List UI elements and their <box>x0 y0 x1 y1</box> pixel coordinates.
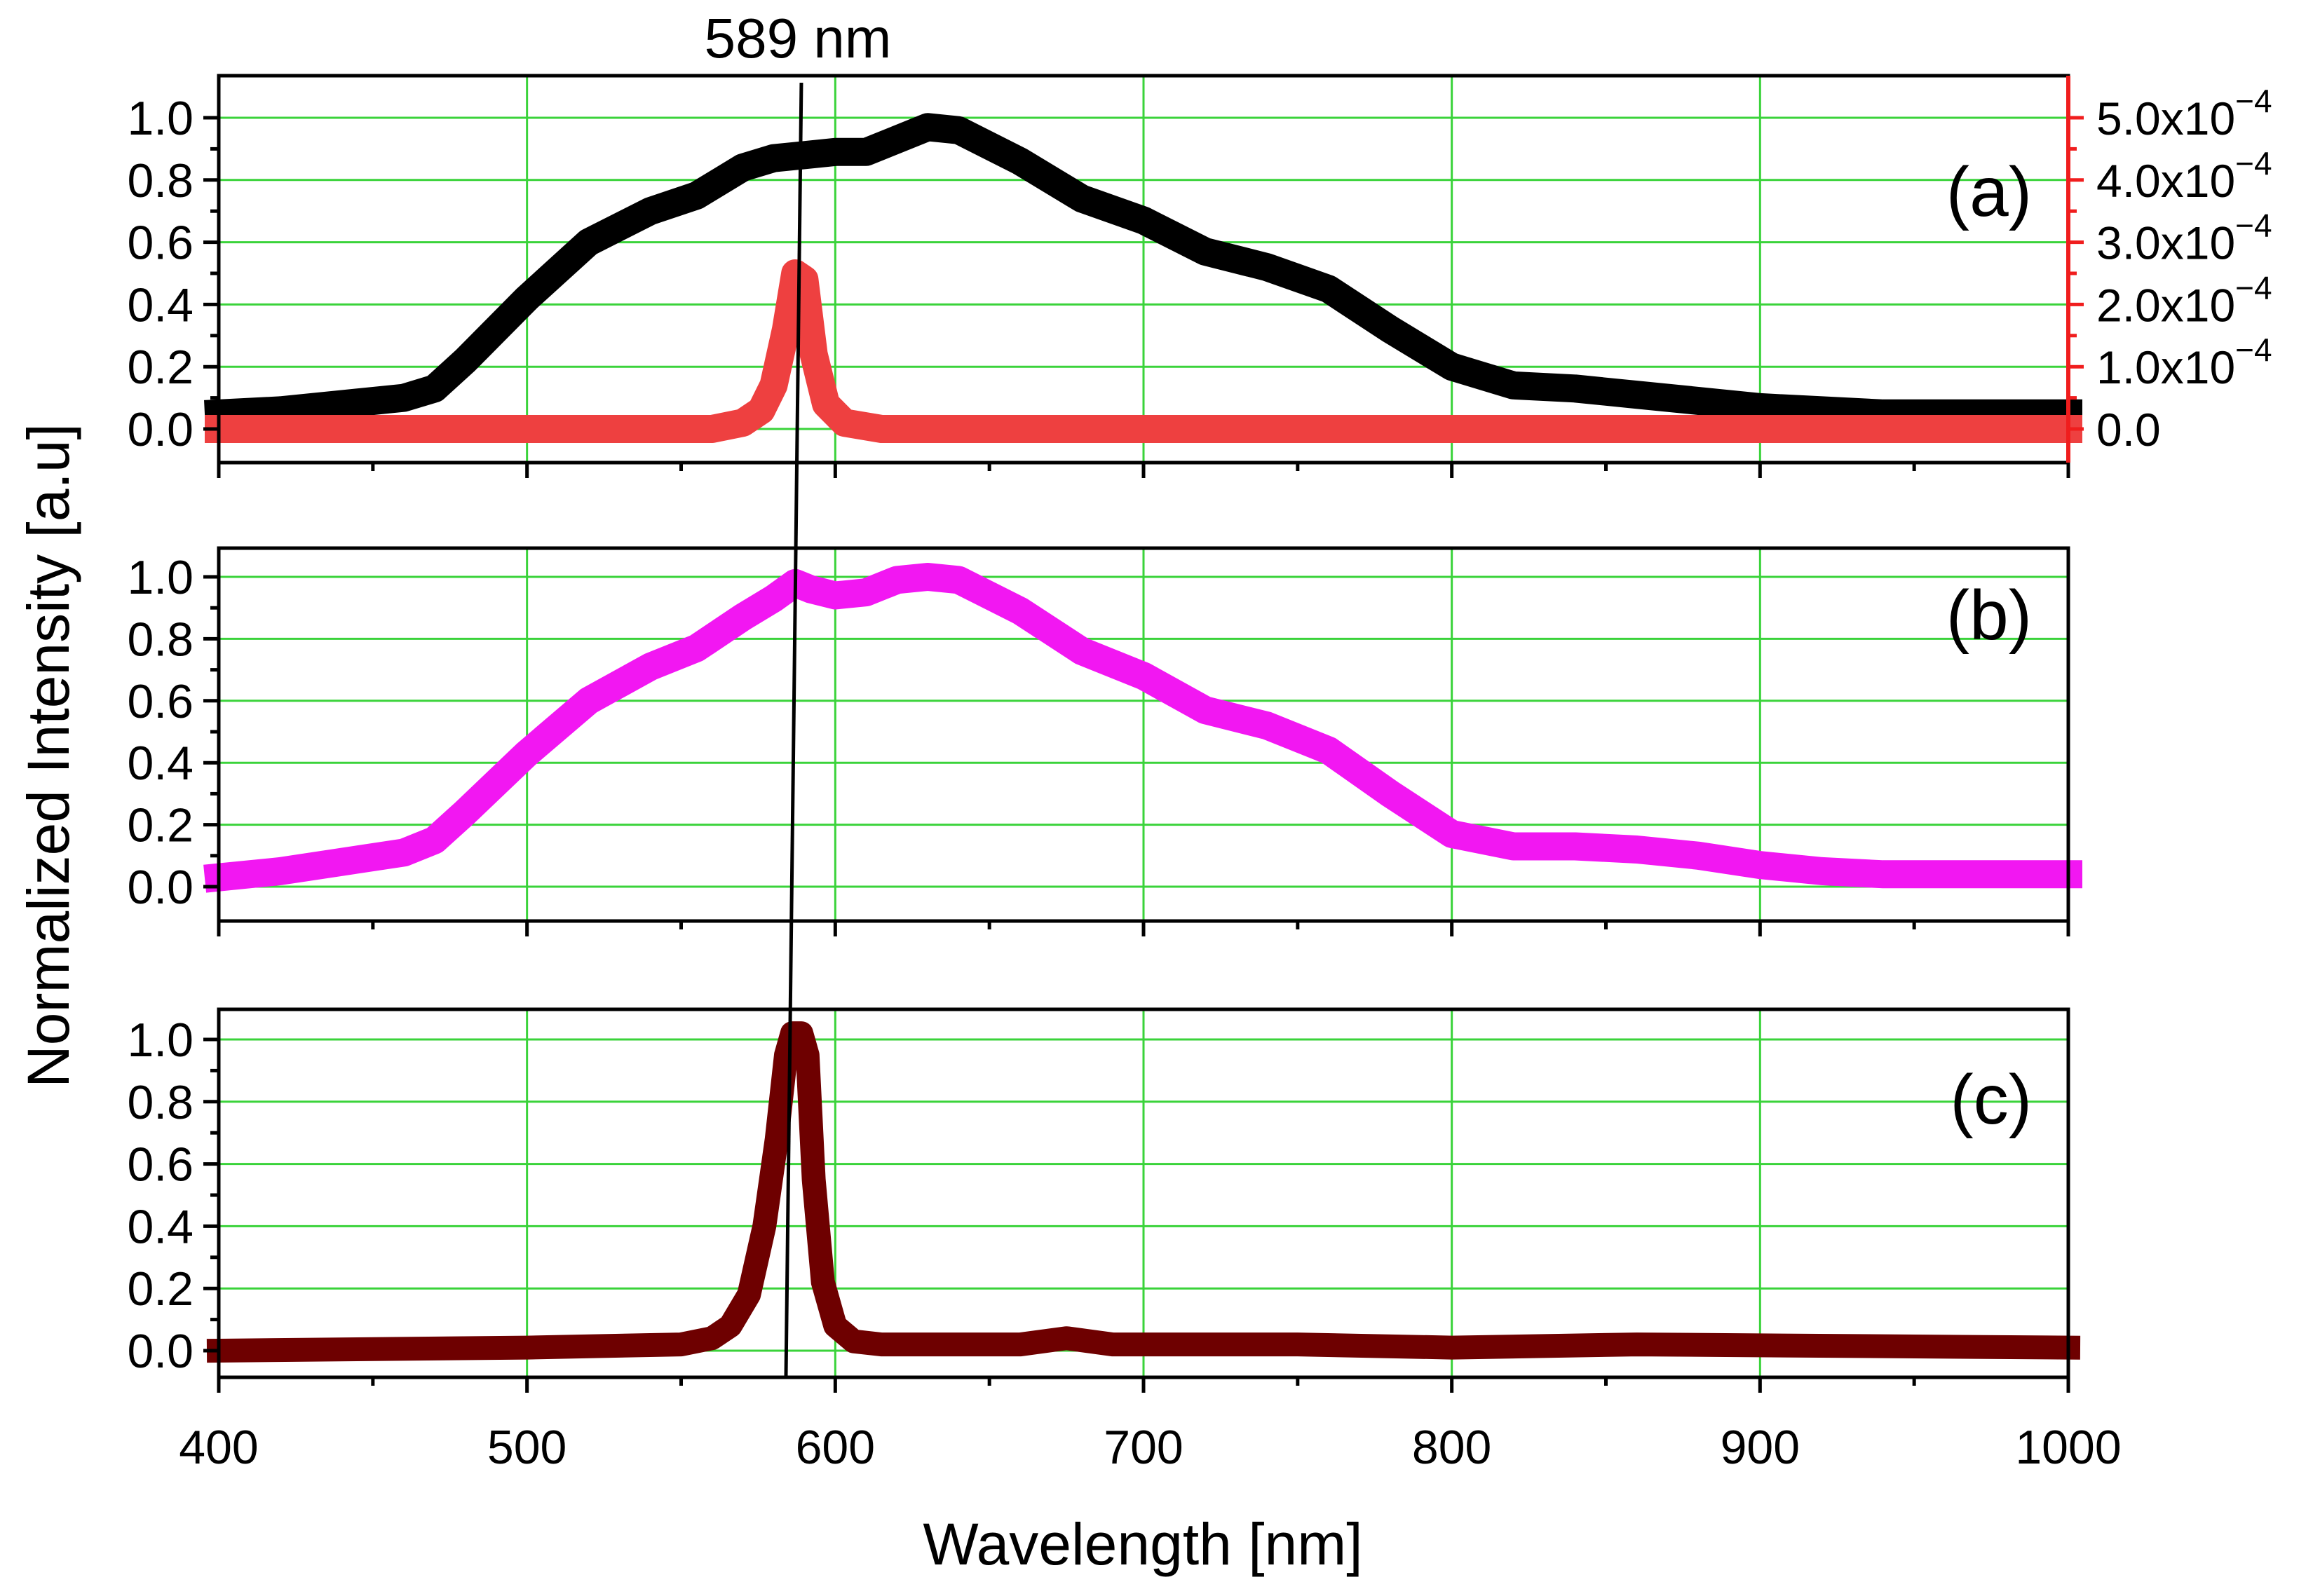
y-tick-label-4-panel-1: 0.8 <box>127 613 194 666</box>
y-tick-label-0-panel-2: 0.0 <box>127 1325 194 1378</box>
panel-tag-b: (b) <box>1946 576 2032 655</box>
marker-layer <box>784 82 803 1378</box>
panel-tag-a: (a) <box>1946 153 2032 231</box>
y-tick-label-4-panel-2: 0.8 <box>127 1076 194 1129</box>
y-tick-label-3-panel-1: 0.6 <box>127 675 194 728</box>
right-tick-label-1: 1.0x10−4 <box>2096 332 2272 393</box>
x-tick-label-600: 600 <box>796 1421 875 1474</box>
right-tick-exponent-2: −4 <box>2235 269 2272 306</box>
x-tick-label-800: 800 <box>1412 1421 1491 1474</box>
y-tick-label-0-panel-1: 0.0 <box>127 861 194 914</box>
y-tick-label-2-panel-1: 0.4 <box>127 737 194 790</box>
y-tick-label-5-panel-2: 1.0 <box>127 1014 194 1067</box>
y-tick-labels: 0.0 0.2 0.4 0.6 0.8 1.0 0.0 0.2 0.4 0.6 0.8 1.0 0.0 0… <box>127 92 194 1378</box>
x-tick-label-500: 500 <box>487 1421 567 1474</box>
x-tick-label-900: 900 <box>1721 1421 1800 1474</box>
series-line-panel-1-0 <box>203 563 2082 893</box>
right-axis-tick-labels: 0.0 1.0x10−42.0x10−43.0x10−44.0x10−45.0x1… <box>2096 83 2272 456</box>
y-tick-label-5-panel-0: 1.0 <box>127 92 194 145</box>
marker-line-label: 589 nm <box>705 7 892 69</box>
series-line-panel-0-0 <box>204 113 2082 428</box>
y-tick-label-1-panel-0: 0.2 <box>127 341 194 394</box>
x-tick-label-700: 700 <box>1104 1421 1183 1474</box>
y-tick-label-2-panel-0: 0.4 <box>127 278 194 332</box>
right-tick-exponent-3: −4 <box>2235 207 2272 244</box>
right-tick-label-3: 3.0x10−4 <box>2096 207 2272 269</box>
series-line-panel-0-1 <box>205 259 2082 443</box>
right-tick-label-0: 0.0 <box>2096 404 2161 456</box>
y-tick-label-2-panel-2: 0.4 <box>127 1200 194 1253</box>
right-tick-label-4: 4.0x10−4 <box>2096 145 2272 207</box>
marker-line-589nm <box>784 82 803 1378</box>
tick-layer <box>203 116 2084 1393</box>
x-axis-title: Wavelength [nm] <box>923 1511 1362 1577</box>
right-tick-label-5: 5.0x10−4 <box>2096 83 2272 144</box>
grid-layer <box>219 76 2068 1377</box>
x-tick-label-400: 400 <box>179 1421 258 1474</box>
series-line-panel-2-0 <box>206 1021 2081 1363</box>
series-layer <box>203 113 2082 1363</box>
x-tick-label-1000: 1000 <box>2015 1421 2121 1474</box>
right-tick-exponent-4: −4 <box>2235 145 2272 182</box>
right-tick-label-2: 2.0x10−4 <box>2096 269 2272 331</box>
y-tick-label-3-panel-2: 0.6 <box>127 1138 194 1192</box>
right-tick-exponent-1: −4 <box>2235 332 2272 368</box>
y-tick-label-5-panel-1: 1.0 <box>127 551 194 604</box>
y-tick-label-4-panel-0: 0.8 <box>127 154 194 207</box>
x-tick-labels: 400 500 600 700 800 900 1000 <box>179 1421 2121 1474</box>
panel-tag-c: (c) <box>1950 1060 2032 1139</box>
y-tick-label-3-panel-0: 0.6 <box>127 217 194 270</box>
y-tick-label-0-panel-0: 0.0 <box>127 403 194 456</box>
y-tick-label-1-panel-1: 0.2 <box>127 799 194 852</box>
y-tick-label-1-panel-2: 0.2 <box>127 1262 194 1316</box>
right-tick-exponent-5: −4 <box>2235 83 2272 119</box>
y-axis-title: Normalized Intensity [a.u] <box>15 423 81 1088</box>
